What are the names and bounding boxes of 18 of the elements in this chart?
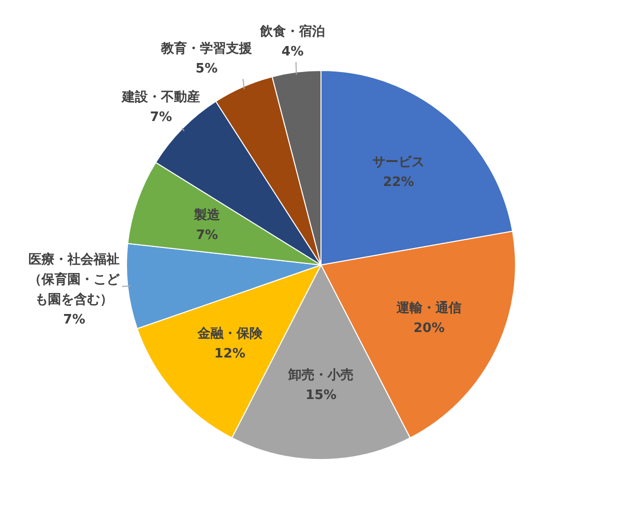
slice-label: サービス [372,155,425,170]
data-label: 20% [413,320,445,336]
data-label: 7% [150,110,172,125]
data-label: 15% [305,388,337,403]
data-label: 22% [382,175,414,190]
data-label: 7% [196,228,218,243]
data-label: 5% [196,62,218,77]
slice-label: 金融・保険 [196,326,264,342]
slice-label: 建設・不動産 [121,88,200,105]
slice-label: 医療・社会福祉（保育園・こども園を含む） [28,251,121,308]
slice-label: 教育・学習支援 [160,40,252,57]
slice-label: 飲食・宿泊 [259,24,326,40]
slice-label: 製造 [193,208,222,223]
slice-label: 卸売・小売 [288,368,354,383]
data-label: 12% [214,346,246,362]
slice-label: 運輸・通信 [396,300,462,316]
data-label: 4% [282,44,304,60]
data-label: 7% [63,312,86,328]
